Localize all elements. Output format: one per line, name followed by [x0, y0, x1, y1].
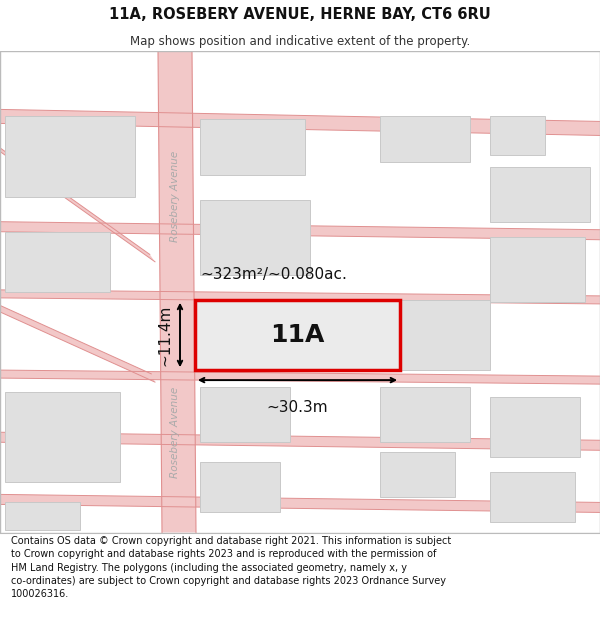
Bar	[490, 397, 580, 458]
Text: 11A, ROSEBERY AVENUE, HERNE BAY, CT6 6RU: 11A, ROSEBERY AVENUE, HERNE BAY, CT6 6RU	[109, 7, 491, 22]
Bar	[200, 387, 290, 442]
Bar	[380, 452, 455, 498]
Polygon shape	[0, 222, 600, 240]
Bar	[490, 166, 590, 222]
Text: ~323m²/~0.080ac.: ~323m²/~0.080ac.	[200, 267, 347, 282]
Text: Map shows position and indicative extent of the property.: Map shows position and indicative extent…	[130, 34, 470, 48]
Text: 11A: 11A	[271, 323, 325, 347]
Bar	[380, 300, 490, 370]
Polygon shape	[0, 144, 155, 262]
Bar	[200, 462, 280, 512]
Bar	[5, 392, 120, 482]
Text: Rosebery Avenue: Rosebery Avenue	[170, 387, 180, 478]
Bar	[380, 116, 470, 161]
Polygon shape	[0, 432, 600, 450]
Polygon shape	[158, 51, 196, 532]
Text: Contains OS data © Crown copyright and database right 2021. This information is : Contains OS data © Crown copyright and d…	[11, 536, 451, 599]
Bar	[200, 199, 310, 275]
Bar	[490, 116, 545, 154]
Bar	[200, 119, 305, 174]
Polygon shape	[0, 109, 600, 136]
Text: ~30.3m: ~30.3m	[266, 400, 328, 415]
Text: Rosebery Avenue: Rosebery Avenue	[170, 151, 180, 242]
Polygon shape	[0, 290, 600, 304]
Text: ~11.4m: ~11.4m	[157, 304, 172, 366]
Bar	[5, 232, 110, 292]
Bar	[195, 300, 400, 370]
Bar	[5, 116, 135, 197]
Bar	[380, 387, 470, 442]
Polygon shape	[0, 304, 155, 382]
Bar	[5, 503, 80, 531]
Polygon shape	[0, 370, 600, 384]
Polygon shape	[0, 494, 600, 512]
Bar	[490, 472, 575, 522]
Bar	[490, 237, 585, 302]
